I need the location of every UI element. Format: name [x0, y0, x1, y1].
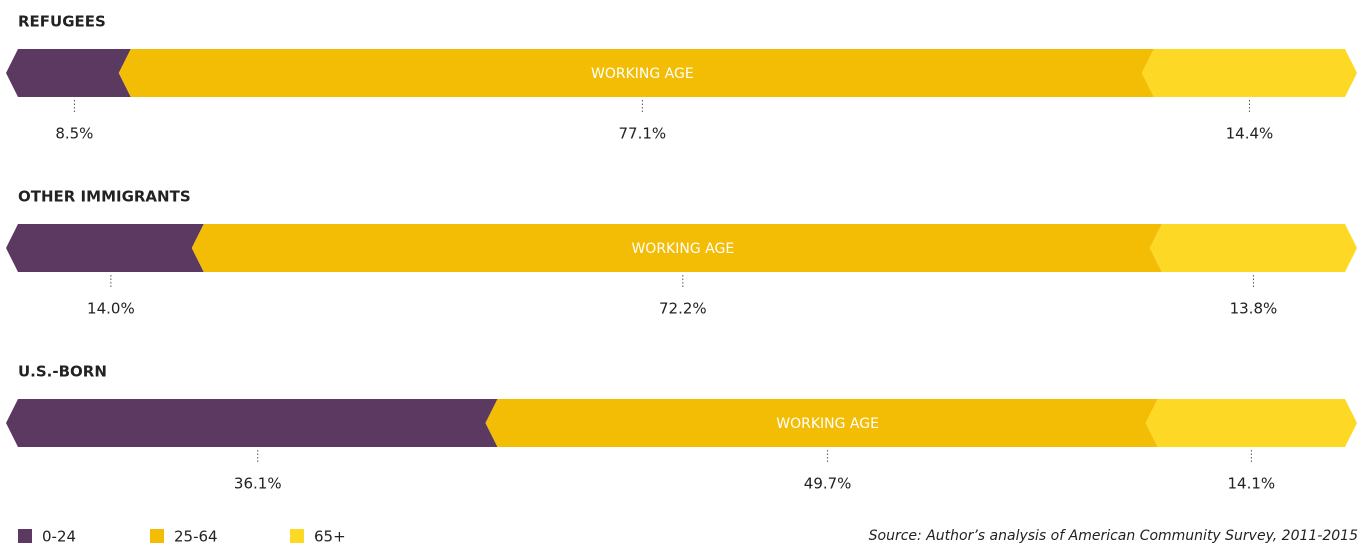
annotation: WORKING AGE [776, 416, 879, 432]
annotation: WORKING AGE [631, 241, 734, 257]
bar-segment [6, 224, 204, 272]
value-label: 14.4% [1226, 125, 1274, 143]
bar-segment [6, 399, 498, 447]
annotation: WORKING AGE [591, 66, 694, 82]
legend-label: 25-64 [174, 528, 218, 544]
value-label: 36.1% [234, 475, 282, 493]
value-label: 49.7% [804, 475, 852, 493]
legend-swatch [18, 529, 32, 543]
bar-segment [485, 399, 1158, 447]
group-title: OTHER IMMIGRANTS [18, 188, 191, 206]
bar-segment [118, 49, 1154, 97]
legend-swatch [290, 529, 304, 543]
legend-swatch [150, 529, 164, 543]
bar-segment [1149, 224, 1357, 272]
value-label: 77.1% [619, 125, 667, 143]
value-label: 14.1% [1228, 475, 1276, 493]
bar-segment [191, 224, 1162, 272]
value-label: 13.8% [1230, 300, 1278, 318]
value-label: 72.2% [659, 300, 707, 318]
bar-segment [1141, 49, 1357, 97]
legend-label: 65+ [314, 528, 346, 544]
group-title: REFUGEES [18, 13, 106, 31]
value-label: 14.0% [87, 300, 135, 318]
bar-segment [6, 49, 131, 97]
group-title: U.S.-BORN [18, 363, 107, 381]
bar-segment [1145, 399, 1357, 447]
source: Source: Author’s analysis of American Co… [869, 528, 1358, 544]
value-label: 8.5% [55, 125, 93, 143]
legend-label: 0-24 [42, 528, 76, 544]
